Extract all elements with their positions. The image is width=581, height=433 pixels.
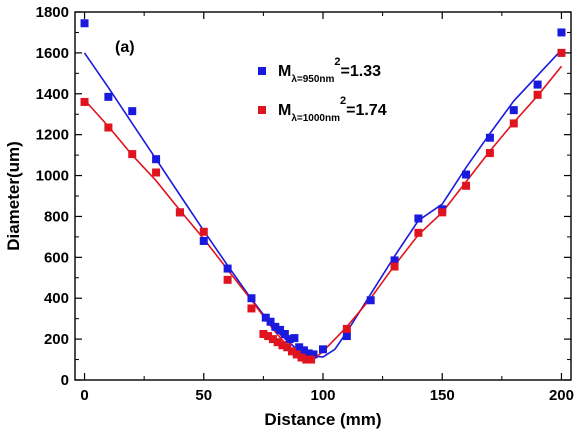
data-point-series-2 xyxy=(278,341,287,350)
data-point-series-2 xyxy=(485,149,494,158)
data-point-series-1 xyxy=(304,349,313,358)
data-point-series-2 xyxy=(292,350,301,359)
data-point-series-2 xyxy=(152,168,161,177)
data-point-series-1 xyxy=(199,236,208,245)
data-point-series-1 xyxy=(342,332,351,341)
data-point-series-1 xyxy=(557,28,566,37)
legend-label-series-1: Mλ=950nm2=1.33 xyxy=(278,56,381,85)
data-point-series-1 xyxy=(285,335,294,344)
data-point-series-1 xyxy=(80,19,89,28)
x-tick-label: 200 xyxy=(549,387,574,404)
data-point-series-1 xyxy=(462,170,471,179)
y-tick-label: 1400 xyxy=(36,86,69,103)
data-point-series-2 xyxy=(342,324,351,333)
data-point-series-2 xyxy=(199,227,208,236)
data-point-series-2 xyxy=(302,355,311,364)
data-point-series-1 xyxy=(271,322,280,331)
legend-label-series-2: Mλ=1000nm2=1.74 xyxy=(278,95,387,124)
fit-line-series-1 xyxy=(83,49,563,358)
data-point-series-1 xyxy=(290,334,299,343)
data-point-series-2 xyxy=(268,335,277,344)
data-point-series-1 xyxy=(309,350,318,359)
data-point-series-1 xyxy=(104,92,113,101)
data-point-series-1 xyxy=(509,106,518,115)
data-point-series-2 xyxy=(307,355,316,364)
y-tick-label: 400 xyxy=(44,290,69,307)
data-point-series-2 xyxy=(247,304,256,313)
data-point-series-2 xyxy=(259,330,268,338)
y-tick-label: 600 xyxy=(44,249,69,266)
data-point-series-1 xyxy=(276,325,285,334)
x-tick-label: 100 xyxy=(310,387,335,404)
x-tick-label: 50 xyxy=(195,387,212,404)
data-point-series-2 xyxy=(390,262,399,271)
data-point-series-1 xyxy=(223,264,232,273)
plot-frame xyxy=(74,11,572,381)
data-point-series-1 xyxy=(390,256,399,265)
data-point-series-2 xyxy=(297,353,306,362)
data-point-series-2 xyxy=(509,119,518,128)
y-tick-label: 1000 xyxy=(36,168,69,185)
data-point-series-2 xyxy=(283,343,292,352)
data-point-series-2 xyxy=(462,181,471,190)
data-point-series-1 xyxy=(152,155,161,164)
data-point-series-2 xyxy=(533,90,542,99)
data-point-series-1 xyxy=(414,214,423,223)
data-point-series-2 xyxy=(104,123,113,132)
x-tick-label: 150 xyxy=(430,387,455,404)
data-point-series-1 xyxy=(280,330,289,338)
data-point-series-1 xyxy=(295,343,304,352)
data-point-series-2 xyxy=(80,97,89,106)
data-points-group xyxy=(80,19,566,364)
data-point-series-2 xyxy=(273,338,282,347)
y-tick-label: 800 xyxy=(44,208,69,225)
data-point-series-1 xyxy=(485,133,494,142)
y-tick-label: 1600 xyxy=(36,45,69,62)
data-point-series-2 xyxy=(128,150,137,159)
data-point-series-2 xyxy=(264,332,273,341)
data-point-series-1 xyxy=(266,317,275,326)
panel-label: (a) xyxy=(115,39,135,56)
y-axis-title: Diameter(um) xyxy=(4,141,23,251)
y-tick-label: 1800 xyxy=(36,4,69,21)
data-point-series-2 xyxy=(175,208,184,217)
data-point-series-2 xyxy=(414,228,423,237)
legend-marker-series-2 xyxy=(258,106,266,114)
y-tick-label: 0 xyxy=(61,372,69,389)
data-point-series-2 xyxy=(557,48,566,57)
y-tick-label: 200 xyxy=(44,331,69,348)
data-point-series-1 xyxy=(261,313,270,322)
legend-marker-series-1 xyxy=(258,67,266,75)
data-point-series-1 xyxy=(299,346,308,355)
x-tick-label: 0 xyxy=(80,387,88,404)
data-point-series-1 xyxy=(128,107,137,116)
fit-lines-group xyxy=(83,49,563,361)
data-point-series-2 xyxy=(288,347,296,356)
axes-group xyxy=(74,11,572,381)
x-axis-title: Distance (mm) xyxy=(264,410,381,429)
data-point-series-2 xyxy=(223,275,232,284)
data-point-series-1 xyxy=(366,296,375,305)
fit-line-series-2 xyxy=(83,65,563,361)
y-tick-label: 1200 xyxy=(36,127,69,144)
labels-group: 0 50 100 150 200 0 200 400 600 800 1000 1200 1400 160… xyxy=(4,4,574,429)
data-point-series-1 xyxy=(319,345,327,354)
data-point-series-1 xyxy=(247,294,256,303)
data-point-series-1 xyxy=(533,80,542,89)
data-point-series-2 xyxy=(438,208,447,217)
